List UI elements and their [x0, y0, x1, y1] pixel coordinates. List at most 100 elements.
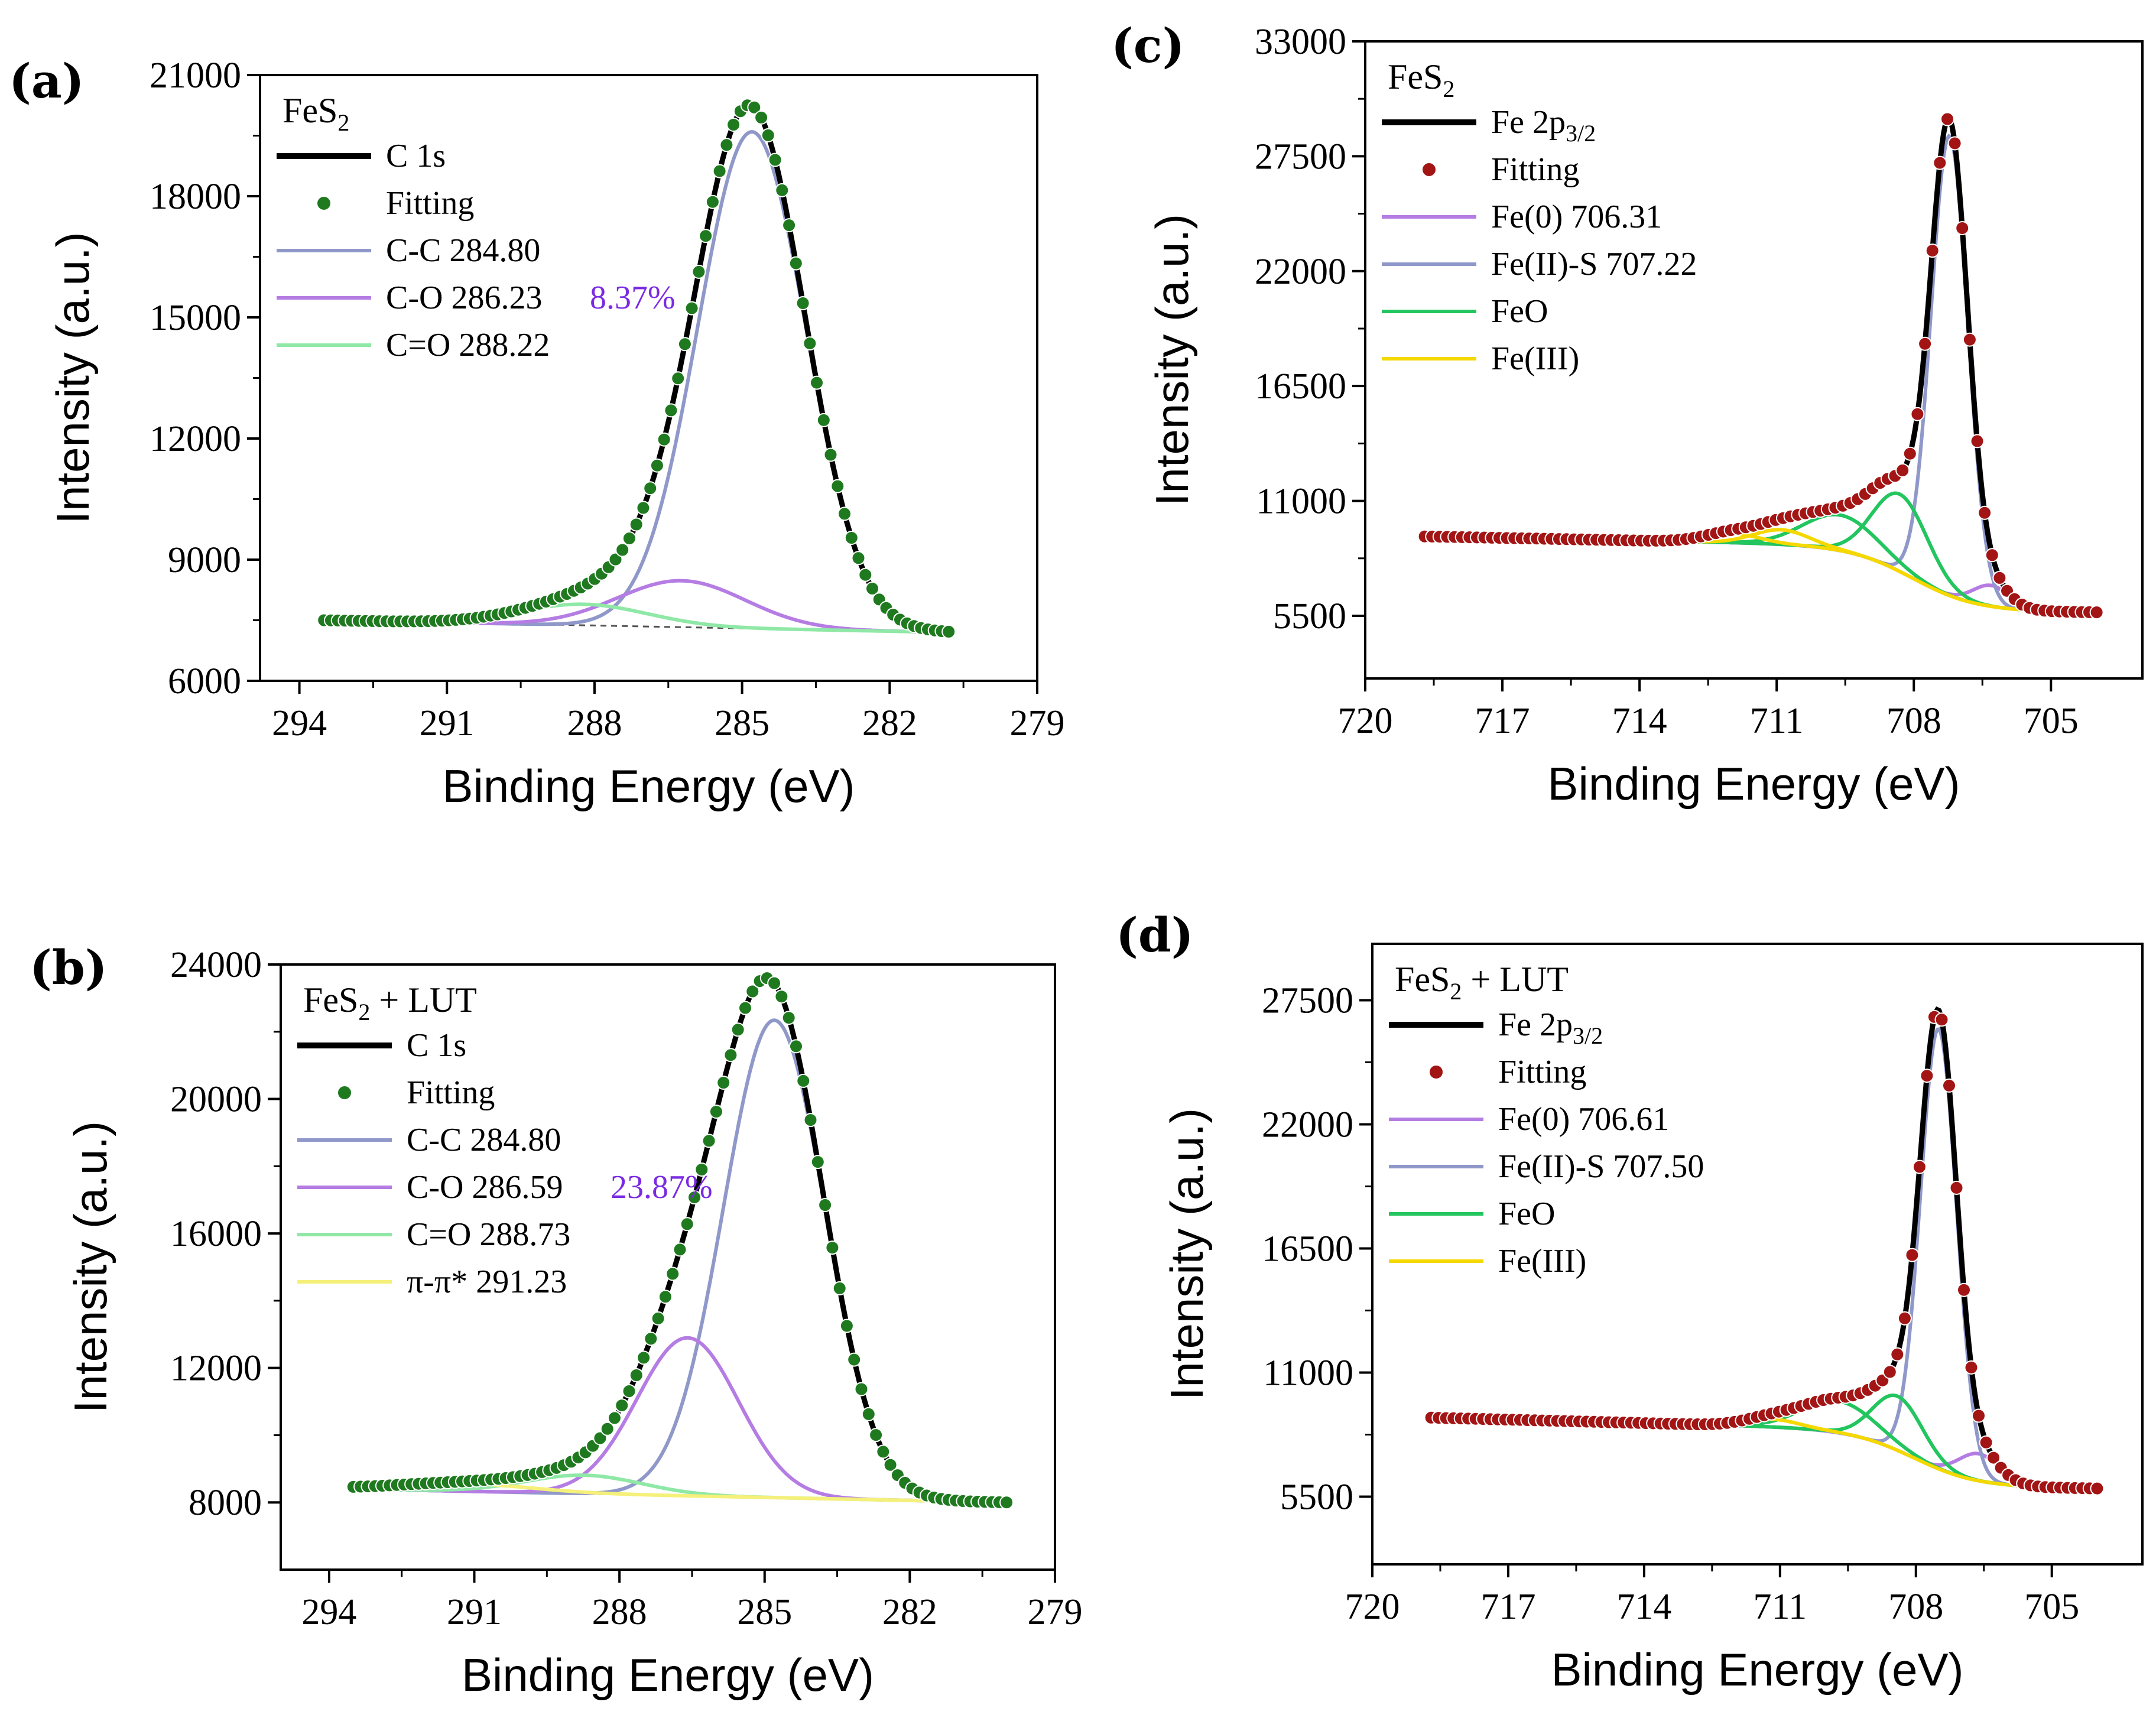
- fit-point: [615, 1398, 629, 1413]
- fit-point: [699, 229, 713, 243]
- legend-label-5: FeO: [1498, 1196, 1555, 1232]
- fit-point: [788, 256, 803, 271]
- fit-point: [883, 1457, 898, 1472]
- fit-point: [1925, 243, 1940, 258]
- legend-percentage: 23.87%: [611, 1169, 713, 1206]
- legend-label-3: C-C 284.80: [386, 232, 540, 269]
- legend-label-5: FeO: [1491, 293, 1548, 330]
- x-tick-label: 711: [1750, 701, 1804, 741]
- fit-point: [1902, 446, 1917, 461]
- fit-point: [754, 110, 769, 125]
- panel-label: (a): [9, 53, 85, 109]
- y-tick-label: 22000: [1255, 252, 1346, 292]
- fit-point: [818, 1198, 833, 1212]
- y-tick-label: 8000: [189, 1483, 262, 1523]
- x-tick-label: 717: [1480, 1587, 1535, 1627]
- panel-label: (d): [1116, 907, 1194, 963]
- fit-point: [644, 1331, 658, 1346]
- fit-point: [781, 1011, 796, 1025]
- fit-point: [847, 1352, 862, 1367]
- fit-point: [1940, 112, 1954, 126]
- fit-point: [1985, 548, 1999, 563]
- fit-point: [1942, 1078, 1956, 1093]
- fit-point: [1895, 463, 1910, 478]
- legend-label-5: C=O 288.22: [386, 327, 550, 363]
- fit-point: [1912, 1160, 1927, 1174]
- fit-point: [1955, 221, 1970, 235]
- fit-point: [684, 301, 699, 316]
- legend-label-1: C 1s: [386, 138, 446, 174]
- fit-point: [636, 501, 651, 515]
- y-tick-label: 9000: [168, 540, 241, 580]
- legend-label-1: Fe 2p3/2: [1498, 1006, 1603, 1049]
- y-tick-label: 5500: [1273, 596, 1346, 636]
- x-tick-label: 711: [1753, 1587, 1807, 1627]
- fit-point: [1992, 570, 2007, 585]
- fit-point: [1882, 1365, 1897, 1379]
- y-tick-label: 12000: [170, 1349, 262, 1389]
- legend-label-3: Fe(0) 706.31: [1491, 199, 1662, 235]
- fit-point: [1979, 1435, 1993, 1450]
- legend-label-6: Fe(III): [1491, 340, 1579, 377]
- fit-point: [745, 984, 760, 999]
- fit-point: [774, 989, 789, 1004]
- fit-point: [865, 581, 879, 596]
- panel-label: (c): [1111, 18, 1184, 73]
- fit-point: [730, 1022, 745, 1037]
- fit-point: [673, 1242, 687, 1257]
- y-axis-title: Intensity (a.u.): [47, 232, 99, 524]
- y-tick-label: 16500: [1262, 1229, 1353, 1269]
- fit-point: [795, 296, 810, 310]
- legend-label-1: Fe 2p3/2: [1491, 104, 1596, 147]
- fit-point: [1890, 1347, 1905, 1362]
- fit-point: [643, 481, 658, 496]
- legend-label-3: C-C 284.80: [407, 1122, 561, 1158]
- legend-swatch-2: [316, 196, 332, 211]
- sample-label: FeS2 + LUT: [1395, 960, 1569, 1005]
- fit-point: [657, 432, 671, 447]
- fit-point: [830, 479, 845, 493]
- panel-b: 294 291 288 285 282 279 8000 12000 16000 20000 240…: [30, 940, 1083, 1701]
- fit-point: [702, 1134, 716, 1148]
- x-tick-label: 285: [737, 1592, 792, 1632]
- legend-label-4: C-O 286.23: [386, 280, 542, 316]
- fit-point: [2089, 605, 2104, 620]
- fit-point: [775, 183, 790, 197]
- fit-point: [789, 1039, 803, 1054]
- plot-frame: [1364, 40, 2144, 680]
- fit-point: [796, 1073, 811, 1088]
- legend-label-4: Fe(II)-S 707.22: [1491, 246, 1697, 282]
- fit-point: [837, 506, 852, 521]
- fit-point: [823, 447, 838, 462]
- x-tick-label: 708: [1886, 701, 1941, 741]
- fit-point: [1972, 1408, 1986, 1423]
- fit-point: [680, 1217, 694, 1232]
- fit-point: [691, 264, 706, 279]
- fit-point: [767, 976, 782, 990]
- fit-point: [687, 1190, 702, 1205]
- fit-point: [1986, 1450, 2001, 1465]
- y-tick-label: 27500: [1262, 980, 1353, 1021]
- panel-a: 294 291 288 285 282 279 6000 9000 12000 15000 1800…: [9, 53, 1065, 812]
- fit-point: [622, 531, 637, 545]
- x-tick-label: 720: [1338, 701, 1393, 741]
- fit-point: [1905, 1248, 1920, 1262]
- y-tick-label: 22000: [1262, 1105, 1353, 1145]
- legend-swatch-2: [1428, 1064, 1444, 1080]
- fit-point: [723, 1048, 738, 1063]
- x-tick-label: 720: [1345, 1587, 1400, 1627]
- fit-point: [803, 1113, 818, 1128]
- fit-point: [1934, 1012, 1949, 1027]
- fit-point: [1933, 155, 1947, 170]
- fit-point: [651, 1311, 665, 1326]
- fit-point: [858, 567, 873, 582]
- panel-label: (b): [30, 940, 108, 995]
- fit-point: [876, 1444, 891, 1459]
- fit-point: [851, 551, 866, 566]
- fit-point: [1957, 1282, 1971, 1297]
- x-axis-title: Binding Energy (eV): [1547, 758, 1960, 810]
- fit-point: [719, 138, 734, 152]
- fit-point: [941, 624, 956, 639]
- fit-point: [622, 1384, 637, 1398]
- y-tick-label: 16500: [1255, 366, 1346, 407]
